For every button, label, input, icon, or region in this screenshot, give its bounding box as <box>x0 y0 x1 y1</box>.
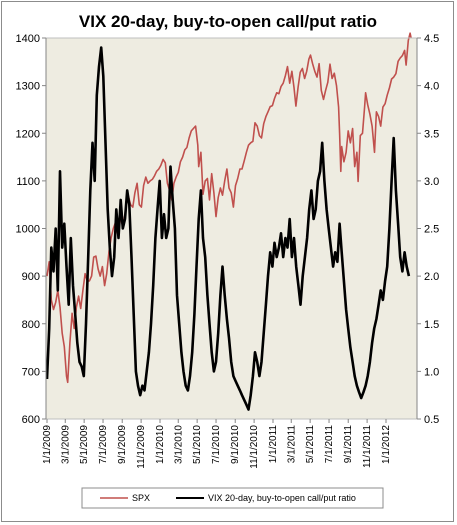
chart-title: VIX 20-day, buy-to-open call/put ratio <box>79 12 377 31</box>
x-tick-label: 5/1/2010 <box>192 425 203 464</box>
left-tick-label: 600 <box>22 414 40 426</box>
legend-label: SPX <box>132 493 150 503</box>
right-tick-label: 1.0 <box>424 366 439 378</box>
left-tick-label: 1300 <box>16 81 40 93</box>
x-tick-label: 11/1/2009 <box>136 425 147 469</box>
right-tick-label: 1.5 <box>424 319 439 331</box>
spx-line <box>46 32 412 384</box>
call-put-ratio-line <box>45 46 411 411</box>
left-tick-label: 1200 <box>16 128 40 140</box>
left-tick-label: 900 <box>22 271 40 283</box>
left-tick-label: 800 <box>22 319 40 331</box>
right-tick-label: 3.5 <box>424 128 439 140</box>
left-tick-label: 700 <box>22 366 40 378</box>
left-y-axis: 600 700 800 900 1000 1100 1200 1300 1400 <box>16 33 47 426</box>
right-tick-label: 4.0 <box>424 81 439 93</box>
x-tick-label: 5/1/2009 <box>79 425 90 464</box>
x-tick-label: 1/1/2010 <box>155 425 166 464</box>
right-tick-label: 2.5 <box>424 224 439 236</box>
x-tick-label: 1/1/2011 <box>268 425 279 464</box>
x-tick-label: 3/1/2009 <box>60 425 71 464</box>
x-tick-label: 7/1/2011 <box>324 425 335 464</box>
x-tick-label: 9/1/2009 <box>117 425 128 464</box>
x-tick-label: 1/1/2012 <box>381 425 392 464</box>
legend-box <box>81 487 384 509</box>
legend: SPX VIX 20-day, buy-to-open call/put rati… <box>100 493 356 503</box>
x-tick-label: 9/1/2010 <box>230 425 241 464</box>
right-y-axis: 0.5 1.0 1.5 2.0 2.5 3.0 3.5 4.0 4.5 <box>416 33 439 426</box>
left-tick-label: 1100 <box>16 176 40 188</box>
x-tick-label: 5/1/2011 <box>305 425 316 464</box>
x-tick-label: 7/1/2009 <box>98 425 109 464</box>
x-tick-label: 3/1/2011 <box>286 425 297 464</box>
right-tick-label: 0.5 <box>424 414 439 426</box>
x-tick-label: 7/1/2010 <box>211 425 222 464</box>
x-tick-label: 1/1/2009 <box>42 425 53 464</box>
x-tick-label: 11/1/2010 <box>249 425 260 469</box>
x-tick-label: 3/1/2010 <box>173 425 184 464</box>
legend-label: VIX 20-day, buy-to-open call/put ratio <box>208 493 356 503</box>
left-tick-label: 1000 <box>16 224 40 236</box>
right-tick-label: 2.0 <box>424 271 439 283</box>
series-lines <box>45 32 412 411</box>
right-tick-label: 3.0 <box>424 176 439 188</box>
x-tick-label: 9/1/2011 <box>343 425 354 464</box>
left-tick-label: 1400 <box>16 33 40 45</box>
right-tick-label: 4.5 <box>424 33 439 45</box>
x-axis: 1/1/2009 3/1/2009 5/1/2009 7/1/2009 9/1/2009… <box>42 419 392 469</box>
x-tick-label: 11/1/2011 <box>362 425 373 468</box>
